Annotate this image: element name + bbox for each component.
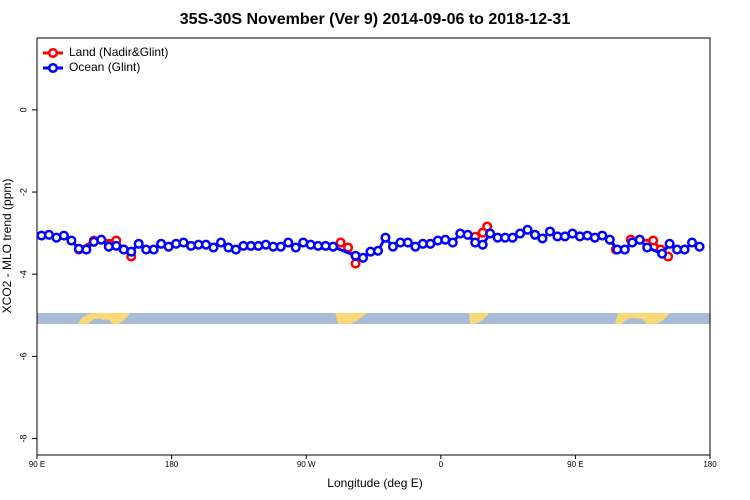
data-point	[447, 237, 458, 248]
plot-frame	[36, 37, 711, 456]
x-tick-label: 90 E	[567, 460, 583, 469]
data-point	[290, 242, 301, 253]
data-point	[522, 224, 533, 235]
x-tick-label: 90 W	[297, 460, 316, 469]
data-point	[507, 232, 518, 243]
data-point	[283, 237, 294, 248]
data-point	[96, 234, 107, 245]
data-point	[66, 235, 77, 246]
data-point	[462, 229, 473, 240]
data-point	[604, 234, 615, 245]
x-tick-label: 90 E	[29, 460, 45, 469]
data-point	[648, 235, 659, 246]
data-point	[328, 241, 339, 252]
data-point	[335, 237, 346, 248]
data-point	[485, 228, 496, 239]
data-point	[477, 239, 488, 250]
data-point	[544, 226, 556, 237]
land-blob	[335, 313, 367, 324]
data-point	[357, 252, 369, 263]
y-axis-label: XCO2 - MLO trend (ppm)	[0, 179, 14, 314]
data-point	[350, 258, 361, 269]
legend-marker	[47, 62, 59, 74]
data-point	[515, 228, 526, 239]
x-axis-label: Longitude (deg E)	[327, 476, 422, 490]
data-point	[679, 244, 690, 255]
data-point	[597, 230, 608, 241]
lake	[622, 318, 646, 324]
data-point	[537, 233, 548, 244]
data-point	[619, 244, 630, 255]
data-point	[657, 248, 668, 259]
series	[36, 224, 705, 263]
y-tick-label: -8	[18, 435, 28, 443]
legend-label: Ocean (Glint)	[69, 60, 140, 74]
data-point	[380, 232, 391, 243]
x-tick-label: 180	[165, 460, 179, 469]
legend-marker	[47, 47, 59, 59]
data-point	[215, 237, 227, 248]
x-tick-label: 180	[703, 460, 717, 469]
data-point	[133, 238, 144, 249]
data-point	[275, 241, 286, 252]
data-point	[81, 244, 92, 255]
data-point	[694, 241, 705, 252]
data-point	[126, 246, 137, 257]
chart-title: 35S-30S November (Ver 9) 2014-09-06 to 2…	[180, 11, 571, 28]
data-point	[687, 237, 698, 248]
y-tick-label: 0	[18, 107, 28, 112]
y-tick-label: -6	[18, 352, 28, 360]
y-tick-label: -2	[18, 188, 28, 196]
data-point	[642, 242, 653, 253]
x-tick-label: 0	[439, 460, 444, 469]
data-point	[372, 245, 384, 256]
data-point	[148, 244, 159, 255]
data-point	[387, 241, 398, 252]
lake	[88, 318, 112, 324]
y-tick-label: -4	[18, 270, 28, 278]
data-point	[111, 240, 122, 251]
data-point	[208, 242, 219, 253]
map-strip	[37, 313, 710, 324]
data-point	[402, 237, 413, 248]
data-point	[634, 234, 645, 245]
data-point	[664, 238, 675, 249]
ocean-strip	[37, 313, 710, 324]
data-point	[529, 229, 541, 240]
land-blob	[469, 313, 489, 324]
data-point	[58, 230, 69, 241]
data-point	[230, 244, 241, 255]
legend-label: Land (Nadir&Glint)	[69, 45, 168, 59]
